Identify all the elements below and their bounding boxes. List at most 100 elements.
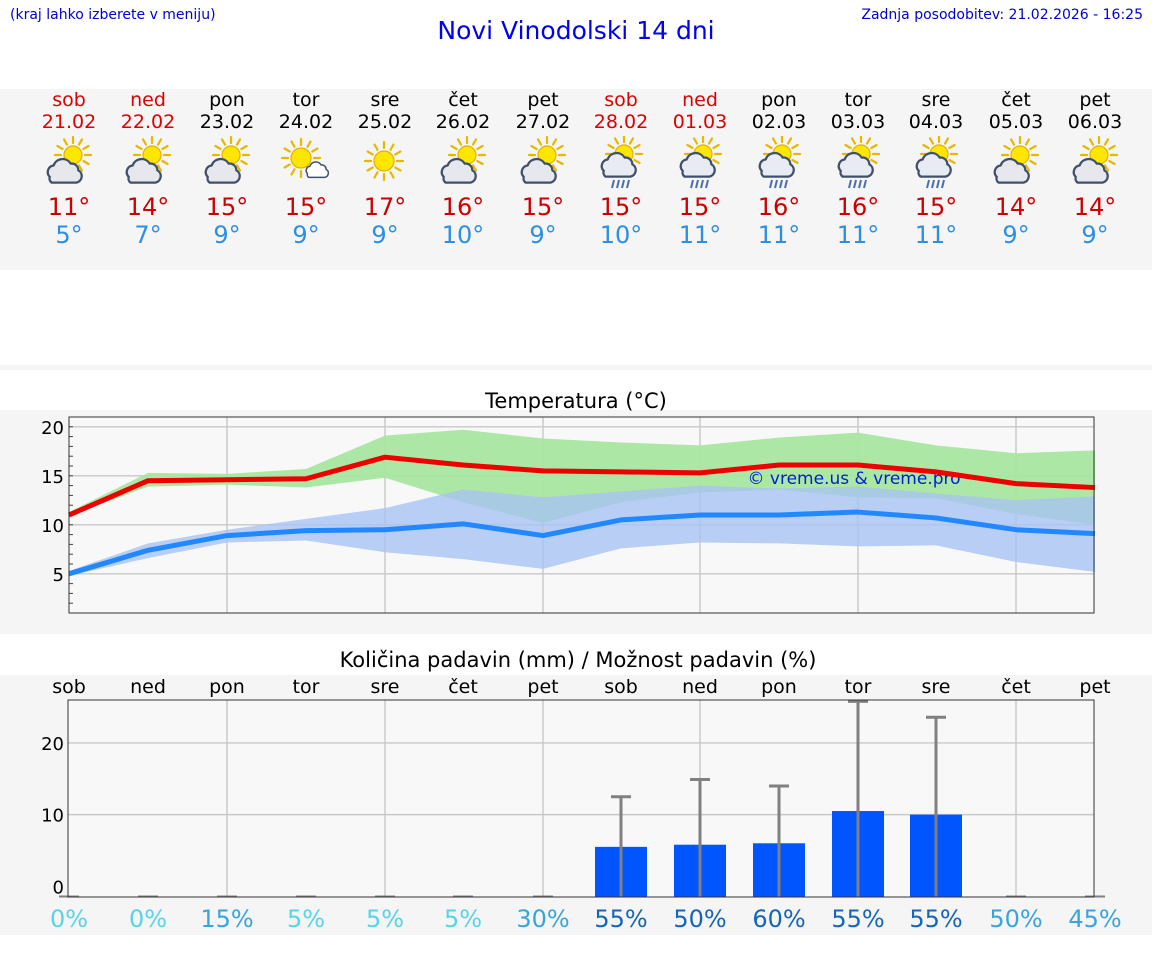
partly-cloudy-icon [125,136,172,184]
max-temp: 15° [914,193,958,221]
day-date: 24.02 [278,111,334,133]
y-tick-label: 20 [41,734,64,755]
day-column: ned 01.03 15° 11° [660,89,740,249]
max-temp: 16° [836,193,880,221]
last-updated: Zadnja posodobitev: 21.02.2026 - 16:25 [861,7,1143,23]
day-name: ned [130,89,166,111]
day-label: pet [527,676,558,698]
day-date: 22.02 [120,111,176,133]
y-tick-label: 10 [41,516,64,537]
page-title: Novi Vinodolski 14 dni [437,16,715,45]
min-temp: 11° [678,221,722,249]
min-temp-line [68,509,1096,577]
max-temp: 17° [363,193,407,221]
max-temp: 15° [599,193,643,221]
day-label: čet [1001,676,1031,698]
precip-probability: 55% [909,905,962,933]
watermark: © vreme.us & vreme.pro [747,469,960,489]
precip-probability: 30% [516,905,569,933]
day-label: sob [52,676,86,698]
y-tick-label: 20 [41,418,64,439]
precip-probability: 50% [673,905,726,933]
min-temp: 9° [1081,221,1109,249]
day-column: pet 27.02 15° 9° [503,89,583,249]
day-name: sob [52,89,86,111]
day-column: sre 25.02 17° 9° [345,89,425,249]
partly-cloudy-icon [440,136,487,184]
day-label: tor [293,676,320,698]
day-date: 01.03 [672,111,728,133]
sun-cloud-rain-icon [679,136,723,189]
precip-probability: 5% [444,905,482,933]
min-temp: 9° [292,221,320,249]
partly-cloudy-icon [993,136,1040,184]
day-name: tor [292,89,320,111]
day-date: 05.03 [988,111,1044,133]
max-temp: 15° [521,193,565,221]
sun-cloud-rain-icon [600,136,644,189]
max-temp-line [68,454,1096,518]
day-column: pon 23.02 15° 9° [187,89,267,249]
day-column: pon 02.03 16° 11° [739,89,819,249]
day-column: ned 22.02 14° 7° [108,89,188,249]
min-temp: 9° [371,221,399,249]
day-label: pet [1079,676,1110,698]
max-temp: 16° [441,193,485,221]
day-name: sre [921,89,951,111]
y-tick-label: 10 [41,806,64,827]
min-temp: 5° [55,221,83,249]
partly-cloudy-icon [520,136,567,184]
day-column: čet 05.03 14° 9° [976,89,1056,249]
y-tick-label: 15 [41,467,64,488]
day-label: pon [209,676,245,698]
max-temp: 15° [205,193,249,221]
temperature-chart: Temperatura (°C) 5 10 15 20 © vreme.us & vrem… [41,389,1096,614]
min-temp: 7° [134,221,162,249]
max-temp: 11° [47,193,91,221]
precip-probability: 0% [50,905,88,933]
day-date: 27.02 [515,111,571,133]
precip-probability: 50% [989,905,1042,933]
precip-probability: 5% [366,905,404,933]
divider [0,365,1152,370]
precip-probability: 55% [594,905,647,933]
day-name: ned [682,89,718,111]
day-name: sre [370,89,400,111]
day-label: ned [130,676,166,698]
max-temp: 15° [284,193,328,221]
day-date: 02.03 [751,111,807,133]
sun-cloud-rain-icon [758,136,802,189]
partly-cloudy-icon [46,136,93,184]
day-label: sob [604,676,638,698]
day-name: čet [1001,89,1031,111]
precip-probability: 5% [287,905,325,933]
day-label: pon [761,676,797,698]
sun-cloud-rain-icon [915,136,959,189]
day-date: 03.03 [830,111,886,133]
day-name: pet [527,89,559,111]
max-temp: 14° [994,193,1038,221]
day-date: 04.03 [908,111,964,133]
day-date: 23.02 [199,111,255,133]
day-label: ned [682,676,718,698]
max-temp: 14° [1073,193,1117,221]
day-column: sre 04.03 15° 11° [896,89,976,249]
day-column: sob 21.02 11° 5° [29,89,109,249]
precipitation-chart: Količina padavin (mm) / Možnost padavin … [41,648,1122,933]
min-range-band [69,485,1095,576]
day-column: pet 06.03 14° 9° [1055,89,1135,249]
day-name: pon [761,89,797,111]
day-date: 21.02 [41,111,97,133]
day-label: čet [448,676,478,698]
day-label: sre [371,676,400,698]
day-name: tor [844,89,872,111]
day-label: tor [845,676,872,698]
day-name: pet [1079,89,1111,111]
max-temp: 15° [678,193,722,221]
mostly-sunny-icon [280,137,330,179]
precipitation-title: Količina padavin (mm) / Možnost padavin … [340,648,817,672]
day-date: 25.02 [357,111,413,133]
precip-probability: 0% [129,905,167,933]
day-date: 28.02 [593,111,649,133]
partly-cloudy-icon [204,136,251,184]
